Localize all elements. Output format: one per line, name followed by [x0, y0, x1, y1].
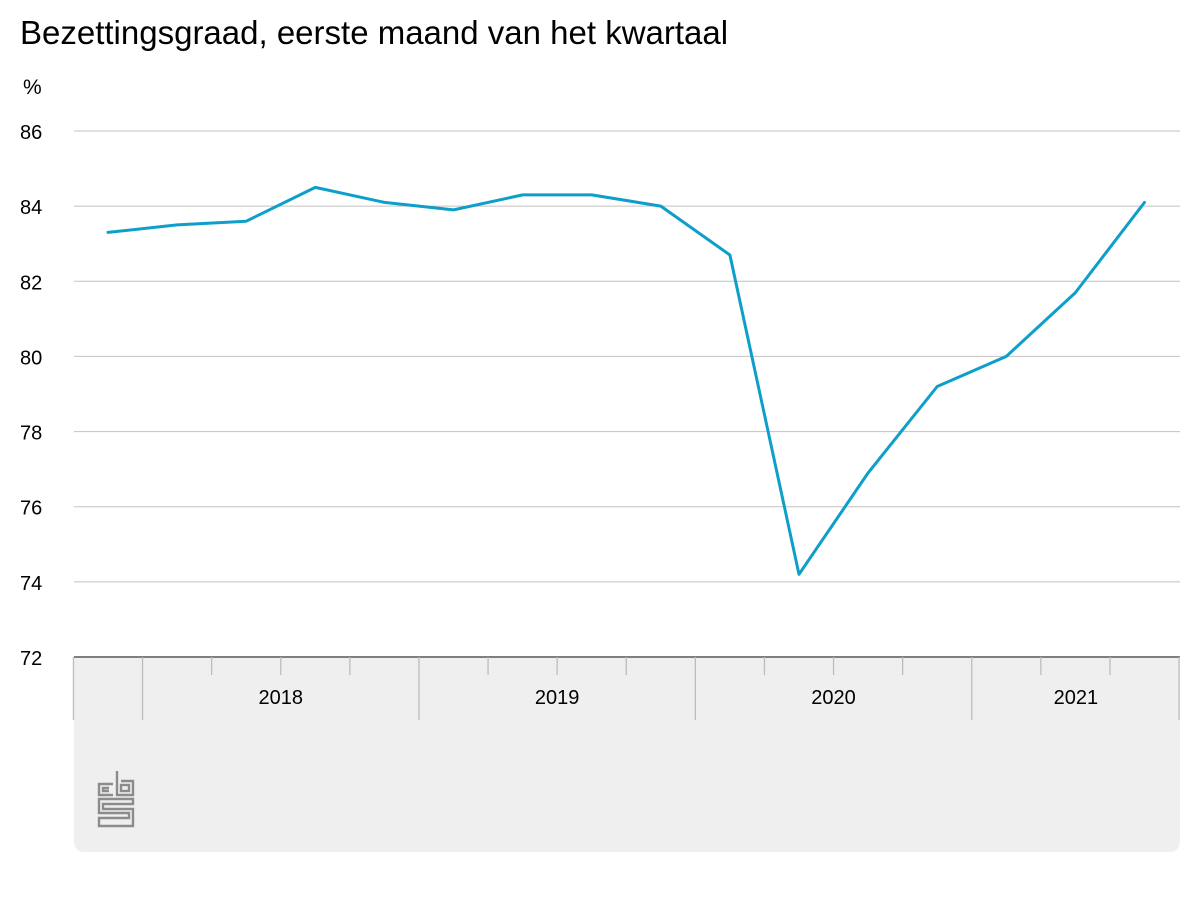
data-point	[728, 253, 731, 256]
y-tick-label: 84	[20, 197, 42, 219]
y-tick-label: 86	[20, 122, 42, 144]
data-point	[936, 385, 939, 388]
series-line	[106, 185, 1146, 576]
x-axis: 2018 2019 2020 2021	[72, 656, 1180, 720]
data-point	[452, 208, 455, 211]
data-point	[245, 220, 248, 223]
y-tick-label: 74	[20, 573, 42, 595]
data-point	[107, 231, 110, 234]
data-point	[798, 573, 801, 576]
y-axis-unit-label: %	[23, 76, 42, 99]
y-tick-label: 72	[20, 648, 42, 670]
y-tick-labels: 72 74 76 78 80 82 84 86	[20, 122, 42, 670]
gridlines	[74, 130, 1180, 583]
y-tick-label: 82	[20, 272, 42, 294]
data-point	[590, 193, 593, 196]
data-point	[314, 186, 317, 189]
y-tick-label: 76	[20, 498, 42, 520]
x-year-label: 2019	[535, 687, 580, 709]
data-point	[867, 471, 870, 474]
cbs-logo-icon	[96, 770, 136, 828]
y-tick-label: 80	[20, 347, 42, 369]
x-year-label: 2021	[1054, 687, 1099, 709]
x-year-label: 2020	[811, 687, 856, 709]
x-axis-panel	[74, 658, 1180, 852]
data-point	[521, 193, 524, 196]
data-point	[383, 201, 386, 204]
data-point	[1143, 201, 1146, 204]
data-point	[176, 223, 179, 226]
y-tick-label: 78	[20, 423, 42, 445]
data-point	[1074, 291, 1077, 294]
chart-title: Bezettingsgraad, eerste maand van het kw…	[20, 14, 729, 51]
data-point	[659, 205, 662, 208]
data-point	[1005, 355, 1008, 358]
x-year-label: 2018	[259, 687, 304, 709]
series-bezettingsgraad	[106, 185, 1146, 576]
